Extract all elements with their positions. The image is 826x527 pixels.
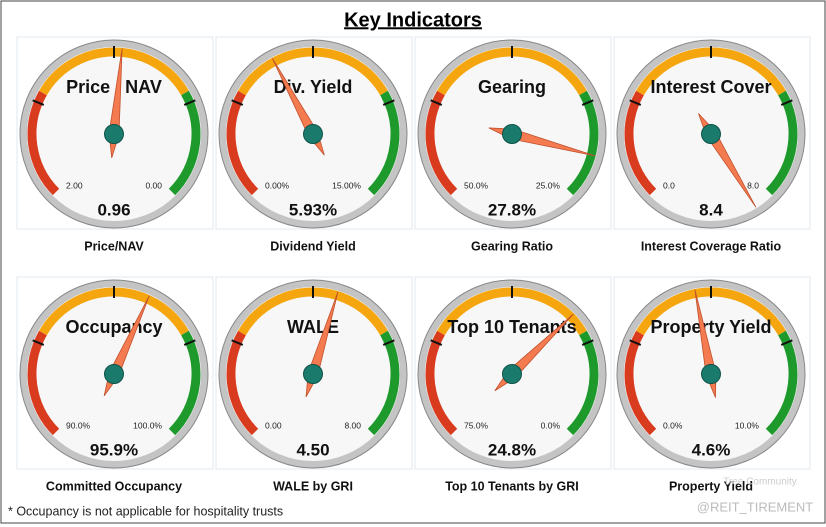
gauge-caption: Top 10 Tenants by GRI bbox=[445, 479, 579, 493]
gauge-band bbox=[425, 330, 458, 436]
gauge-value: 4.6% bbox=[692, 440, 731, 459]
gauge-band bbox=[765, 90, 798, 196]
gauge-tick bbox=[581, 339, 594, 346]
watermark: @REIT_TIREMENT bbox=[697, 499, 814, 514]
gauge-tick bbox=[231, 99, 244, 106]
gauge-end-label: 100.0% bbox=[133, 420, 162, 430]
gauge-band bbox=[367, 90, 400, 196]
gauge-band bbox=[168, 90, 201, 196]
gauge-tick bbox=[780, 339, 793, 346]
gauge-caption: Interest Coverage Ratio bbox=[641, 239, 782, 253]
gauge-tick bbox=[780, 99, 793, 106]
gauge-value: 5.93% bbox=[289, 200, 337, 219]
gauge-tick bbox=[183, 339, 196, 346]
gauge-caption: Price/NAV bbox=[84, 239, 144, 253]
gauge-end-label: 2.00 bbox=[66, 180, 83, 190]
gauge-hub bbox=[104, 124, 124, 144]
gauge-value: 8.4 bbox=[699, 200, 723, 219]
gauge-title: Interest Cover bbox=[650, 77, 771, 97]
gauge-end-label: 0.0 bbox=[663, 180, 675, 190]
gauge-hub bbox=[701, 364, 721, 384]
gauge-hub bbox=[303, 364, 323, 384]
gauge-end-label: 0.00% bbox=[265, 180, 290, 190]
gauge-band bbox=[425, 90, 458, 196]
gauge-end-label: 8.0 bbox=[747, 180, 759, 190]
gauge-end-label: 0.0% bbox=[663, 420, 683, 430]
gauge-tick bbox=[183, 99, 196, 106]
gauge-band bbox=[566, 90, 599, 196]
gauge: Price / NAV 2.00 0.00 0.96 Price/NAV bbox=[16, 36, 214, 253]
gauge-end-label: 25.0% bbox=[536, 180, 561, 190]
gauge-end-label: 0.00 bbox=[265, 420, 282, 430]
gauge-value: 4.50 bbox=[296, 440, 329, 459]
gauge-end-label: 10.0% bbox=[735, 420, 760, 430]
gauge-hub bbox=[701, 124, 721, 144]
gauge-value: 0.96 bbox=[97, 200, 130, 219]
gauge-hub bbox=[502, 124, 522, 144]
gauge-title: Price / NAV bbox=[66, 77, 162, 97]
gauge: Property Yield 0.0% 10.0% 4.6% Property Yiel… bbox=[613, 276, 811, 493]
gauge-value: 27.8% bbox=[488, 200, 536, 219]
gauge-band bbox=[27, 90, 60, 196]
footnote: * Occupancy is not applicable for hospit… bbox=[8, 504, 283, 518]
gauge-title: Gearing bbox=[478, 77, 546, 97]
gauge-band bbox=[226, 90, 259, 196]
gauge-caption: Committed Occupancy bbox=[46, 479, 182, 493]
gauge-band bbox=[367, 330, 400, 436]
gauge-band bbox=[765, 330, 798, 436]
gauge: Top 10 Tenants 75.0% 0.0% 24.8% Top 10 Tenan… bbox=[414, 276, 612, 493]
gauge: Occupancy 90.0% 100.0% 95.9% Committed Occup… bbox=[16, 276, 214, 493]
gauge-hub bbox=[502, 364, 522, 384]
gauge-hub bbox=[104, 364, 124, 384]
gauge-band bbox=[226, 330, 259, 436]
gauge-band bbox=[624, 330, 657, 436]
gauge-end-label: 15.00% bbox=[332, 180, 361, 190]
gauge-end-label: 50.0% bbox=[464, 180, 489, 190]
gauge: Gearing 50.0% 25.0%27.8% Gearing Ratio bbox=[414, 36, 612, 253]
gauge-tick bbox=[32, 99, 45, 106]
gauge-end-label: 8.00 bbox=[344, 420, 361, 430]
gauge-end-label: 0.0% bbox=[541, 420, 561, 430]
gauge-caption: Dividend Yield bbox=[270, 239, 355, 253]
gauge-tick bbox=[430, 339, 443, 346]
gauge-end-label: 75.0% bbox=[464, 420, 489, 430]
gauge-tick bbox=[382, 99, 395, 106]
gauge-band bbox=[566, 330, 599, 436]
gauge-hub bbox=[303, 124, 323, 144]
gauge-caption: Property Yield bbox=[669, 479, 753, 493]
gauge-tick bbox=[32, 339, 45, 346]
gauge-title: Top 10 Tenants bbox=[447, 317, 576, 337]
gauge-tick bbox=[430, 99, 443, 106]
gauge-end-label: 0.00 bbox=[145, 180, 162, 190]
gauge: Interest Cover 0.0 8.0 8.4 Interest Coverage… bbox=[613, 36, 811, 253]
gauge-title: Occupancy bbox=[65, 317, 162, 337]
page-title: Key Indicators bbox=[344, 9, 482, 31]
gauge-value: 24.8% bbox=[488, 440, 536, 459]
gauge-tick bbox=[581, 99, 594, 106]
gauge-caption: Gearing Ratio bbox=[471, 239, 553, 253]
gauge-tick bbox=[629, 99, 642, 106]
gauge-title: Property Yield bbox=[650, 317, 771, 337]
gauge-tick bbox=[629, 339, 642, 346]
gauge-band bbox=[27, 330, 60, 436]
gauge-value: 95.9% bbox=[90, 440, 138, 459]
gauge-end-label: 90.0% bbox=[66, 420, 91, 430]
gauge-caption: WALE by GRI bbox=[273, 479, 353, 493]
gauge-tick bbox=[382, 339, 395, 346]
gauge-band bbox=[168, 330, 201, 436]
gauge-tick bbox=[231, 339, 244, 346]
watermark: Tree Community bbox=[723, 477, 797, 488]
gauge-band bbox=[624, 90, 657, 196]
